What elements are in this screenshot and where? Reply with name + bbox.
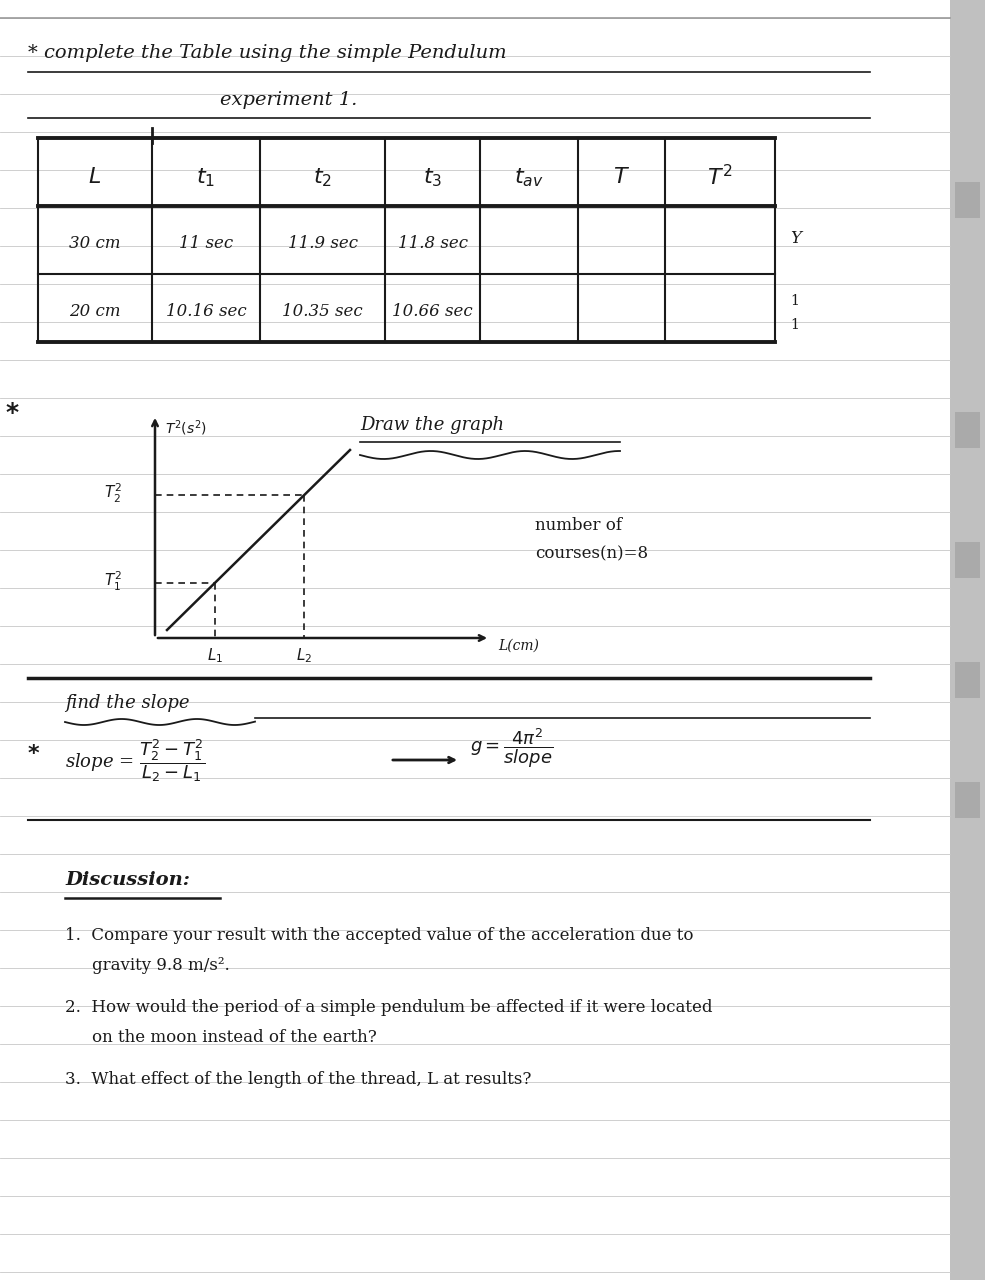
Text: find the slope: find the slope <box>65 694 189 712</box>
Text: 3.  What effect of the length of the thread, L at results?: 3. What effect of the length of the thre… <box>65 1071 531 1088</box>
Text: courses(n)=8: courses(n)=8 <box>535 545 648 562</box>
Text: $t_3$: $t_3$ <box>423 166 442 188</box>
Text: $t_1$: $t_1$ <box>196 166 216 188</box>
Text: L(cm): L(cm) <box>498 639 539 653</box>
Text: *: * <box>5 401 18 425</box>
Text: 1.  Compare your result with the accepted value of the acceleration due to: 1. Compare your result with the accepted… <box>65 927 693 945</box>
Bar <box>955 182 980 218</box>
Text: $t_{av}$: $t_{av}$ <box>514 166 544 188</box>
Text: Discussion:: Discussion: <box>65 870 190 890</box>
Text: $T^2$: $T^2$ <box>707 165 733 189</box>
Text: Y: Y <box>790 230 801 247</box>
Bar <box>955 782 980 818</box>
Text: 11.8 sec: 11.8 sec <box>398 236 468 252</box>
Text: $T_1^2$: $T_1^2$ <box>104 570 122 593</box>
Text: number of: number of <box>535 517 622 534</box>
Text: $g = \dfrac{4\pi^2}{slope}$: $g = \dfrac{4\pi^2}{slope}$ <box>470 726 554 771</box>
Text: $t_2$: $t_2$ <box>313 166 332 188</box>
Text: $T^2(s^2)$: $T^2(s^2)$ <box>165 417 207 438</box>
Text: slope = $\dfrac{T_2^2 - T_1^2}{L_2 - L_1}$: slope = $\dfrac{T_2^2 - T_1^2}{L_2 - L_1… <box>65 737 205 783</box>
Bar <box>950 0 985 1280</box>
Text: 10.66 sec: 10.66 sec <box>392 303 473 320</box>
Text: 1: 1 <box>790 294 799 308</box>
Text: 11.9 sec: 11.9 sec <box>288 236 358 252</box>
Text: $T$: $T$ <box>613 166 630 188</box>
Text: on the moon instead of the earth?: on the moon instead of the earth? <box>92 1029 376 1046</box>
Text: experiment 1.: experiment 1. <box>220 91 358 109</box>
Text: $L$: $L$ <box>89 166 101 188</box>
Text: 2.  How would the period of a simple pendulum be affected if it were located: 2. How would the period of a simple pend… <box>65 998 712 1016</box>
Bar <box>955 412 980 448</box>
Text: * complete the Table using the simple Pendulum: * complete the Table using the simple Pe… <box>28 44 506 61</box>
Text: 30 cm: 30 cm <box>69 236 121 252</box>
Text: 10.35 sec: 10.35 sec <box>282 303 362 320</box>
Text: *: * <box>28 744 39 764</box>
Text: 1: 1 <box>790 319 799 333</box>
Text: $T_2^2$: $T_2^2$ <box>104 481 122 504</box>
Text: 10.16 sec: 10.16 sec <box>165 303 246 320</box>
Text: gravity 9.8 m/s².: gravity 9.8 m/s². <box>92 957 230 974</box>
Text: Draw the graph: Draw the graph <box>360 416 504 434</box>
Text: $L_2$: $L_2$ <box>296 646 312 664</box>
Text: 20 cm: 20 cm <box>69 303 121 320</box>
Text: $L_1$: $L_1$ <box>207 646 223 664</box>
Bar <box>955 541 980 579</box>
Text: 11 sec: 11 sec <box>179 236 233 252</box>
Bar <box>955 662 980 698</box>
